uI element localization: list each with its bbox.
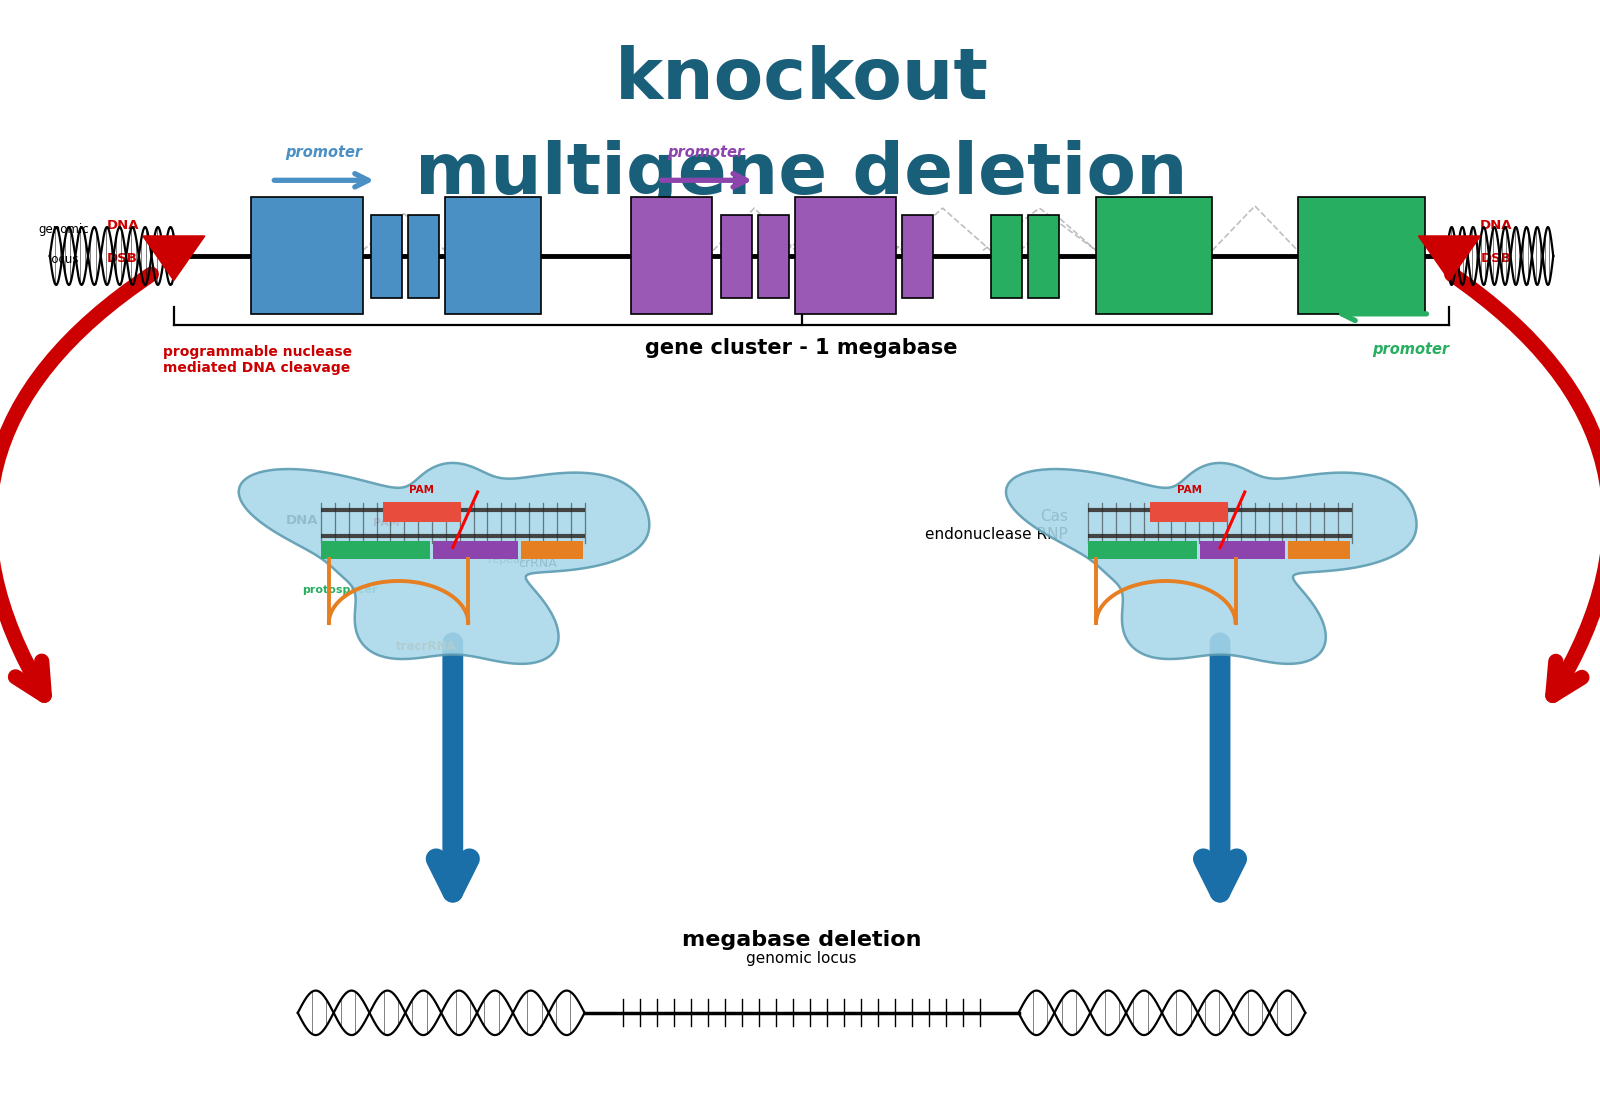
Text: DNA: DNA (107, 218, 139, 232)
Bar (1096, 197, 1213, 314)
Bar (1288, 541, 1350, 559)
Text: knockout: knockout (614, 45, 989, 114)
Text: PAM: PAM (373, 519, 400, 528)
Text: megabase deletion: megabase deletion (682, 930, 922, 951)
Bar (722, 215, 752, 298)
Text: gene cluster - 1 megabase: gene cluster - 1 megabase (645, 338, 958, 358)
Bar (758, 215, 789, 298)
Text: promoter: promoter (285, 146, 363, 160)
Polygon shape (1419, 236, 1480, 280)
Bar (795, 197, 896, 314)
Text: DSB: DSB (107, 252, 138, 265)
Polygon shape (142, 236, 205, 280)
Bar (990, 215, 1022, 298)
Bar (251, 197, 363, 314)
Bar (432, 541, 518, 559)
Bar (1298, 197, 1424, 314)
Bar (902, 215, 933, 298)
Text: multigene deletion: multigene deletion (416, 139, 1187, 208)
Bar (1088, 541, 1197, 559)
Bar (408, 215, 438, 298)
Text: DNA: DNA (285, 514, 318, 528)
Bar (1027, 215, 1059, 298)
Bar (382, 502, 461, 522)
Text: programmable nuclease
mediated DNA cleavage: programmable nuclease mediated DNA cleav… (163, 345, 352, 375)
Polygon shape (1006, 463, 1416, 663)
Bar (445, 197, 541, 314)
Bar (1150, 502, 1227, 522)
Text: promoter: promoter (667, 146, 744, 160)
Text: repeat: repeat (488, 555, 525, 564)
Bar (371, 215, 402, 298)
Text: Cas
endonuclease RNP: Cas endonuclease RNP (925, 509, 1069, 542)
Text: PAM: PAM (410, 485, 434, 495)
Text: DNA: DNA (1480, 218, 1512, 232)
Text: genomic: genomic (38, 223, 90, 236)
Text: tracrRNA: tracrRNA (397, 640, 456, 653)
Bar (630, 197, 712, 314)
Text: DSB: DSB (1480, 252, 1512, 265)
Polygon shape (238, 463, 650, 663)
Bar (1200, 541, 1285, 559)
Text: crRNA: crRNA (518, 556, 557, 570)
Text: genomic locus: genomic locus (746, 952, 856, 966)
Text: protospacer: protospacer (302, 585, 378, 594)
Text: PAM: PAM (1176, 485, 1202, 495)
Text: locus: locus (48, 253, 78, 266)
Bar (522, 541, 582, 559)
Bar (322, 541, 429, 559)
Text: promoter: promoter (1373, 342, 1450, 356)
